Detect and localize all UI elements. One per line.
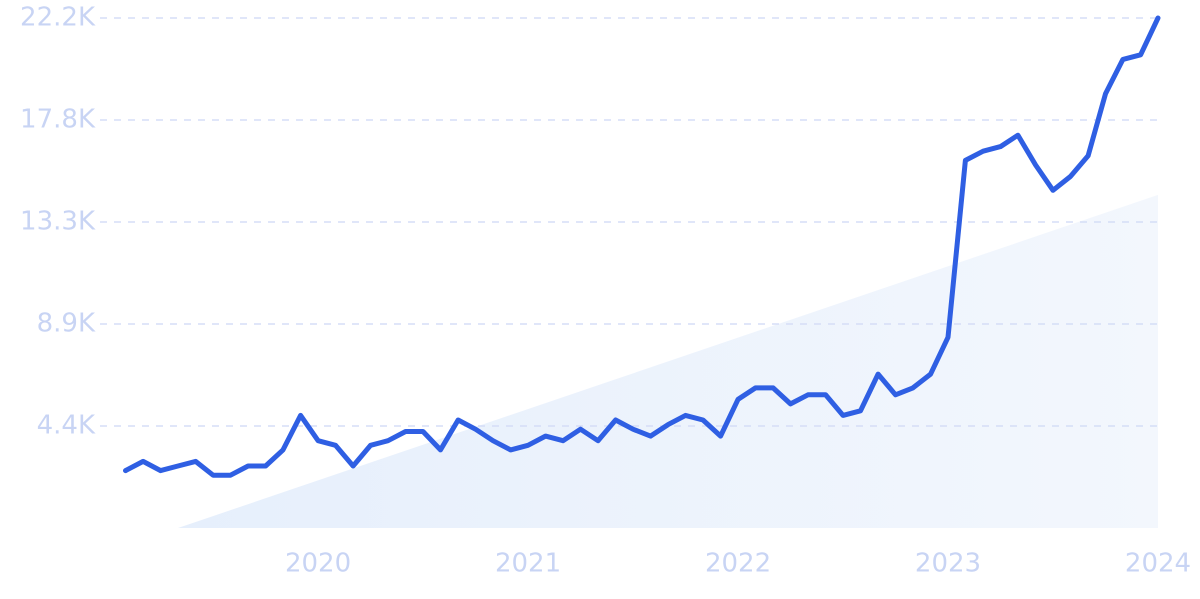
x-tick-label: 2023 [915, 549, 981, 579]
x-tick-label: 2022 [705, 549, 771, 579]
data-line [123, 15, 1161, 478]
x-tick-label: 2021 [495, 549, 561, 579]
y-tick-label: 22.2K [20, 3, 96, 33]
y-tick-label: 8.9K [37, 309, 96, 339]
x-tick-label: 2020 [285, 549, 351, 579]
trend-area [177, 194, 1158, 528]
y-tick-label: 13.3K [20, 207, 96, 237]
x-tick-label: 2024 [1125, 549, 1191, 579]
y-tick-label: 4.4K [37, 411, 96, 441]
y-tick-label: 17.8K [20, 105, 96, 135]
